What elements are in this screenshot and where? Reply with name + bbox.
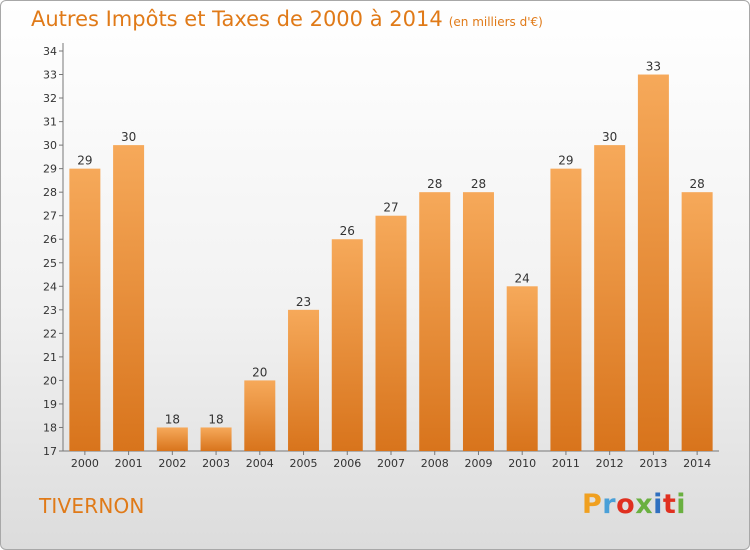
y-tick-label: 23: [43, 304, 57, 317]
y-tick-label: 31: [43, 116, 57, 129]
x-tick-label: 2009: [464, 457, 492, 470]
y-tick-label: 17: [43, 445, 57, 458]
bar-value-label: 24: [515, 271, 530, 285]
y-tick-label: 29: [43, 163, 57, 176]
y-tick-label: 30: [43, 139, 57, 152]
bar-value-label: 28: [427, 177, 442, 191]
bar: [113, 145, 145, 451]
bar-value-label: 23: [296, 295, 311, 309]
bar-value-label: 27: [383, 201, 398, 215]
x-tick-label: 2008: [421, 457, 449, 470]
y-tick-label: 19: [43, 398, 57, 411]
bar: [375, 215, 407, 451]
y-tick-label: 21: [43, 351, 57, 364]
y-tick-label: 22: [43, 327, 57, 340]
x-tick-label: 2006: [333, 457, 361, 470]
bar: [506, 286, 538, 451]
bar-value-label: 20: [252, 365, 267, 379]
bar: [462, 192, 494, 452]
y-tick-label: 26: [43, 233, 57, 246]
bar-value-label: 29: [77, 154, 92, 168]
bar: [550, 168, 582, 451]
y-tick-label: 28: [43, 186, 57, 199]
bar-value-label: 30: [121, 130, 136, 144]
bar: [681, 192, 713, 452]
y-tick-label: 25: [43, 257, 57, 270]
y-tick-label: 27: [43, 210, 57, 223]
proxiti-logo: Proxiti: [582, 489, 687, 520]
bar-value-label: 26: [340, 224, 355, 238]
bar: [156, 427, 188, 451]
x-tick-label: 2003: [202, 457, 230, 470]
y-tick-label: 18: [43, 421, 57, 434]
bar: [69, 168, 101, 451]
y-tick-label: 24: [43, 280, 57, 293]
chart-unit: (en milliers d'€): [448, 15, 543, 29]
y-tick-label: 33: [43, 69, 57, 82]
x-tick-label: 2004: [246, 457, 274, 470]
chart-title: Autres Impôts et Taxes de 2000 à 2014 (en…: [31, 7, 543, 31]
x-tick-label: 2001: [115, 457, 143, 470]
x-tick-label: 2010: [508, 457, 536, 470]
commune-name: TIVERNON: [39, 494, 145, 518]
bar-value-label: 29: [558, 154, 573, 168]
x-tick-label: 2002: [158, 457, 186, 470]
bar: [419, 192, 451, 452]
bar-value-label: 30: [602, 130, 617, 144]
bar-value-label: 18: [165, 412, 180, 426]
x-tick-label: 2013: [639, 457, 667, 470]
bar: [200, 427, 232, 451]
x-tick-label: 2000: [71, 457, 99, 470]
bar: [637, 74, 669, 451]
bar: [594, 145, 626, 451]
y-tick-label: 32: [43, 92, 57, 105]
y-tick-label: 20: [43, 374, 57, 387]
x-tick-label: 2014: [683, 457, 711, 470]
y-tick-label: 34: [43, 45, 57, 58]
chart-title-text: Autres Impôts et Taxes de 2000 à 2014: [31, 7, 443, 31]
bar: [331, 239, 363, 451]
x-tick-label: 2012: [596, 457, 624, 470]
x-tick-label: 2007: [377, 457, 405, 470]
bar: [244, 380, 276, 451]
bar-value-label: 28: [471, 177, 486, 191]
x-tick-label: 2005: [290, 457, 318, 470]
bar: [288, 309, 320, 451]
x-tick-label: 2011: [552, 457, 580, 470]
bar-value-label: 33: [646, 60, 661, 74]
bar-value-label: 18: [208, 412, 223, 426]
bar-value-label: 28: [689, 177, 704, 191]
